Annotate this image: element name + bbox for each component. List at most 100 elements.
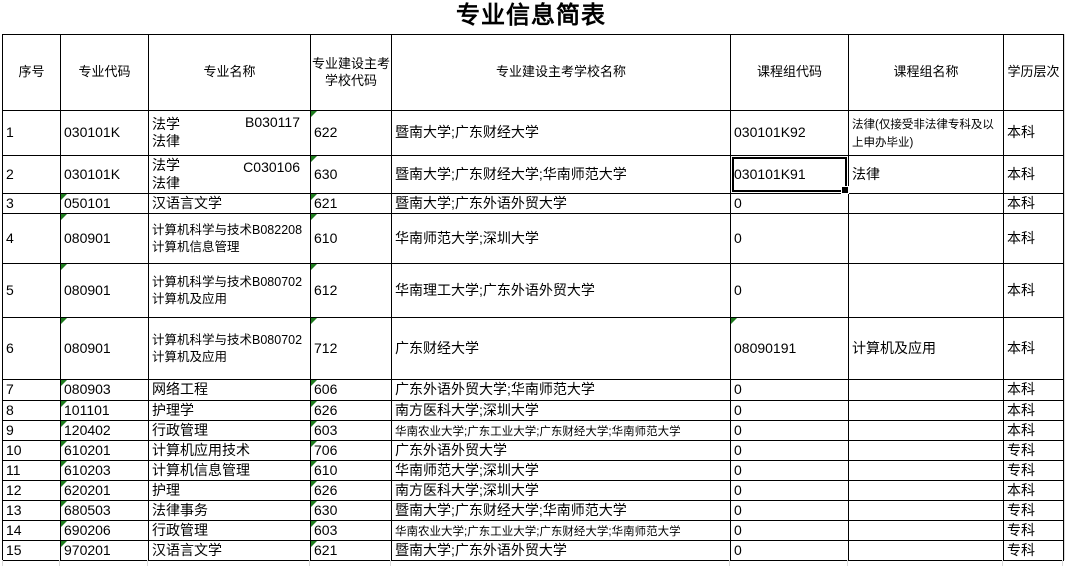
cell-school-names[interactable]: 华南理工大学;广东外语外贸大学 [391, 263, 731, 318]
cell-major-name[interactable]: 法学 法律 B030117 [148, 110, 311, 156]
cell-seq[interactable]: 15 [2, 540, 61, 561]
cell-level[interactable]: 专科 [1003, 540, 1064, 561]
column-header-course_group_name[interactable]: 课程组名称 [848, 34, 1004, 111]
cell-seq[interactable]: 10 [2, 440, 61, 461]
cell-course-group-code[interactable]: 0 [730, 213, 849, 264]
cell-major-code[interactable]: 620201 [60, 480, 149, 501]
cell-school-code[interactable]: 606 [310, 379, 392, 401]
cell-level[interactable]: 本科 [1003, 317, 1064, 380]
column-header-major_name[interactable]: 专业名称 [148, 34, 311, 111]
cell-major-name[interactable]: 法律事务 [148, 500, 311, 521]
cell-major-name[interactable]: 计算机应用技术 [148, 440, 311, 461]
cell-major-name[interactable]: 计算机科学与技术B080702 计算机及应用 [148, 263, 311, 318]
cell-school-names[interactable]: 广东外语外贸大学 [391, 440, 731, 461]
cell-school-code[interactable]: 630 [310, 500, 392, 521]
cell-course-group-code[interactable]: 0 [730, 520, 849, 541]
cell-major-code[interactable]: 610201 [60, 440, 149, 461]
cell-major-code[interactable]: 080903 [60, 379, 149, 401]
cell-school-names[interactable]: 华南农业大学;广东工业大学;广东财经大学;华南师范大学 [391, 420, 731, 441]
cell-school-code[interactable]: 630 [310, 155, 392, 194]
cell-level[interactable]: 本科 [1003, 110, 1064, 156]
cell-major-code[interactable]: 101101 [60, 400, 149, 421]
cell-seq[interactable]: 14 [2, 520, 61, 541]
cell-school-names[interactable]: 暨南大学;广东外语外贸大学 [391, 540, 731, 561]
cell-major-code[interactable]: 610203 [60, 460, 149, 481]
cell-school-code[interactable]: 610 [310, 213, 392, 264]
cell-school-code[interactable]: 621 [310, 193, 392, 214]
column-header-school_code[interactable]: 专业建设主考学校代码 [310, 34, 392, 111]
cell-school-names[interactable]: 暨南大学;广东财经大学;华南师范大学 [391, 500, 731, 521]
cell-course-group-code[interactable]: 0 [730, 500, 849, 521]
cell-school-code[interactable]: 626 [310, 480, 392, 501]
cell-course-group-name[interactable]: 法律 [848, 155, 1004, 194]
cell-course-group-code[interactable]: 0 [730, 440, 849, 461]
cell-major-code[interactable]: 050101 [60, 193, 149, 214]
cell-major-code[interactable]: 970201 [60, 540, 149, 561]
cell-school-names[interactable]: 暨南大学;广东外语外贸大学 [391, 193, 731, 214]
cell-school-code[interactable]: 622 [310, 110, 392, 156]
cell-course-group-name[interactable] [848, 520, 1004, 541]
cell-course-group-code[interactable]: 0 [730, 460, 849, 481]
cell-major-code[interactable]: 080901 [60, 317, 149, 380]
cell-course-group-name[interactable]: 计算机及应用 [848, 317, 1004, 380]
cell-course-group-name[interactable] [848, 460, 1004, 481]
cell-school-code[interactable]: 621 [310, 540, 392, 561]
cell-major-code[interactable]: 080901 [60, 213, 149, 264]
cell-major-name[interactable]: 护理 [148, 480, 311, 501]
cell-seq[interactable]: 12 [2, 480, 61, 501]
cell-course-group-name[interactable] [848, 400, 1004, 421]
cell-course-group-name[interactable] [848, 379, 1004, 401]
column-header-course_group_code[interactable]: 课程组代码 [730, 34, 849, 111]
cell-seq[interactable]: 9 [2, 420, 61, 441]
cell-level[interactable]: 专科 [1003, 520, 1064, 541]
cell-course-group-name[interactable] [848, 193, 1004, 214]
cell-course-group-code[interactable]: 08090191 [730, 317, 849, 380]
cell-course-group-name[interactable] [848, 263, 1004, 318]
column-header-seq[interactable]: 序号 [2, 34, 61, 111]
cell-course-group-name[interactable] [848, 420, 1004, 441]
cell-major-code[interactable]: 120402 [60, 420, 149, 441]
cell-seq[interactable]: 8 [2, 400, 61, 421]
cell-seq[interactable]: 1 [2, 110, 61, 156]
fill-handle[interactable] [841, 186, 849, 194]
cell-school-names[interactable]: 南方医科大学;深圳大学 [391, 400, 731, 421]
cell-major-name[interactable]: 法学 法律 C030106 [148, 155, 311, 194]
cell-course-group-code[interactable]: 0 [730, 540, 849, 561]
cell-seq[interactable]: 7 [2, 379, 61, 401]
cell-major-code[interactable]: 080901 [60, 263, 149, 318]
cell-level[interactable]: 专科 [1003, 460, 1064, 481]
cell-major-name[interactable]: 护理学 [148, 400, 311, 421]
cell-course-group-name[interactable] [848, 500, 1004, 521]
cell-seq[interactable]: 5 [2, 263, 61, 318]
cell-school-names[interactable]: 南方医科大学;深圳大学 [391, 480, 731, 501]
cell-school-names[interactable]: 广东财经大学 [391, 317, 731, 380]
cell-course-group-code[interactable]: 0 [730, 379, 849, 401]
cell-school-names[interactable]: 华南师范大学;深圳大学 [391, 213, 731, 264]
cell-major-name[interactable]: 汉语言文学 [148, 193, 311, 214]
column-header-major_code[interactable]: 专业代码 [60, 34, 149, 111]
cell-school-names[interactable]: 广东外语外贸大学;华南师范大学 [391, 379, 731, 401]
cell-school-code[interactable]: 626 [310, 400, 392, 421]
cell-school-code[interactable]: 603 [310, 520, 392, 541]
cell-course-group-code[interactable]: 030101K92 [730, 110, 849, 156]
column-header-school_names[interactable]: 专业建设主考学校名称 [391, 34, 731, 111]
cell-major-name[interactable]: 计算机科学与技术B080702 计算机及应用 [148, 317, 311, 380]
cell-course-group-code[interactable]: 0 [730, 193, 849, 214]
cell-seq[interactable]: 3 [2, 193, 61, 214]
cell-major-code[interactable]: 690206 [60, 520, 149, 541]
cell-major-code[interactable]: 030101K [60, 110, 149, 156]
cell-level[interactable]: 本科 [1003, 193, 1064, 214]
cell-level[interactable]: 专科 [1003, 440, 1064, 461]
cell-major-name[interactable]: 行政管理 [148, 520, 311, 541]
cell-course-group-name[interactable]: 法律(仅接受非法律专科及以上申办毕业) [848, 110, 1004, 156]
cell-school-code[interactable]: 706 [310, 440, 392, 461]
cell-level[interactable]: 本科 [1003, 420, 1064, 441]
cell-course-group-code[interactable]: 0 [730, 263, 849, 318]
cell-course-group-code[interactable]: 0 [730, 480, 849, 501]
cell-course-group-name[interactable] [848, 213, 1004, 264]
cell-course-group-name[interactable] [848, 540, 1004, 561]
column-header-level[interactable]: 学历层次 [1003, 34, 1064, 111]
cell-major-name[interactable]: 汉语言文学 [148, 540, 311, 561]
cell-level[interactable]: 本科 [1003, 480, 1064, 501]
cell-school-code[interactable]: 612 [310, 263, 392, 318]
